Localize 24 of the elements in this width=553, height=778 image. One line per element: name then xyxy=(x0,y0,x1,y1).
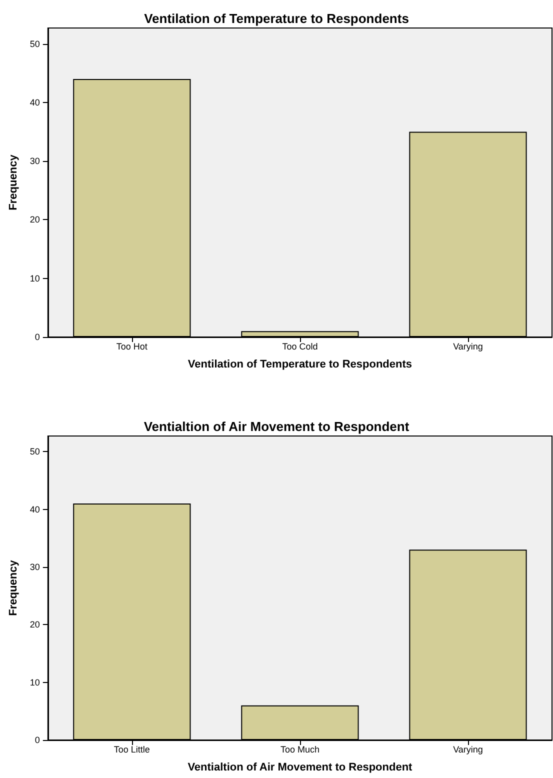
y-tick-label: 10 xyxy=(30,273,40,284)
y-tick-label: 50 xyxy=(30,446,40,457)
y-tick-label: 0 xyxy=(34,332,40,342)
y-tick-label: 40 xyxy=(30,504,40,514)
chart-title: Ventialtion of Air Movement to Respondent xyxy=(144,419,410,434)
y-tick-label: 40 xyxy=(30,97,40,108)
chart-title: Ventilation of Temperature to Respondents xyxy=(144,11,409,26)
x-tick-label: Too Much xyxy=(280,744,320,754)
y-axis-title: Frequency xyxy=(8,154,20,210)
y-tick-label: 0 xyxy=(34,735,40,745)
x-tick-label: Too Cold xyxy=(282,342,318,352)
x-tick-label: Varying xyxy=(453,342,483,352)
x-tick-label: Varying xyxy=(453,744,483,754)
x-tick-label: Too Little xyxy=(114,744,150,754)
y-tick-label: 10 xyxy=(30,677,40,688)
y-tick-label: 20 xyxy=(30,214,40,225)
y-tick-label: 30 xyxy=(30,156,40,166)
y-tick-label: 50 xyxy=(30,38,40,49)
x-axis-title: Ventilation of Temperature to Respondents xyxy=(188,358,412,370)
x-axis-title: Ventialtion of Air Movement to Respondent xyxy=(188,762,413,774)
y-axis-title: Frequency xyxy=(8,559,20,616)
y-tick-label: 30 xyxy=(30,562,40,572)
y-tick-label: 20 xyxy=(30,620,40,630)
x-tick-label: Too Hot xyxy=(116,342,148,352)
